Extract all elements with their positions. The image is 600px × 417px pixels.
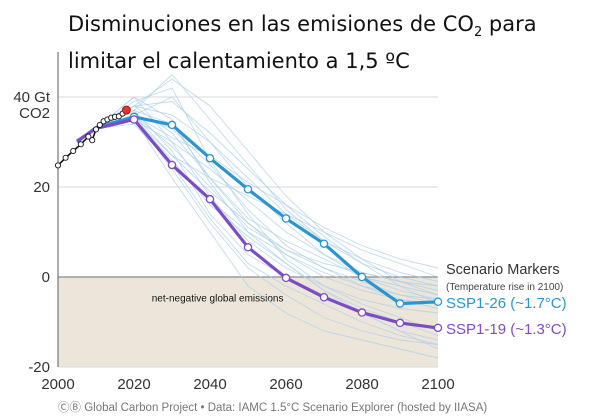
series-point-2 <box>433 323 443 333</box>
x-tick-label: 2040 <box>193 376 226 393</box>
historical-point <box>70 147 77 155</box>
scenario-line <box>95 114 439 305</box>
historical-point <box>77 141 84 148</box>
series-line-1 <box>76 115 439 306</box>
scenario-line <box>95 114 439 291</box>
historical-point <box>54 162 62 169</box>
series-point-1 <box>205 153 215 163</box>
series-point-2 <box>167 160 177 170</box>
historical-point <box>96 121 103 128</box>
chart-title: Disminuciones en las emisiones de CO2 pa… <box>68 10 588 75</box>
y-tick-label: 20 <box>33 179 50 196</box>
net-negative-region <box>58 277 438 367</box>
series-point-1 <box>433 297 443 306</box>
historical-point <box>62 154 69 161</box>
y-tick-label: 40 Gt <box>13 89 51 106</box>
series-point-2 <box>357 308 367 317</box>
x-tick-label: 2000 <box>41 376 74 393</box>
x-tick-label: 2080 <box>345 376 378 393</box>
scenario-line <box>95 114 439 269</box>
series-label-1: SSP1-26 (~1.7°C) <box>446 295 567 312</box>
historical-point <box>85 133 92 140</box>
x-tick-label: 2100 <box>421 376 454 393</box>
title-line2: limitar el calentamiento a 1,5 ºC <box>68 49 410 74</box>
y-unit-label: CO2 <box>19 105 50 122</box>
legend-subtitle: (Temperature rise in 2100) <box>446 282 563 293</box>
series-point-1 <box>281 214 291 223</box>
series-point-2 <box>281 273 291 283</box>
scenario-line <box>95 96 439 341</box>
y-tick-label: -20 <box>28 359 50 376</box>
scenario-line <box>95 118 439 359</box>
scenario-line <box>95 87 439 314</box>
scenario-line <box>95 105 439 282</box>
series-label-2: SSP1-19 (~1.3°C) <box>446 321 567 338</box>
scenario-line <box>95 119 439 278</box>
series-point-1 <box>395 299 405 308</box>
series-point-1 <box>357 272 367 282</box>
series-point-2 <box>129 115 139 124</box>
historical-latest-point <box>121 105 131 115</box>
series-point-1 <box>319 239 329 248</box>
historical-point <box>92 126 100 133</box>
title-line1: Disminuciones en las emisiones de CO2 pa… <box>68 12 537 41</box>
series-point-2 <box>319 292 329 302</box>
series-point-1 <box>167 120 177 130</box>
scenario-line <box>95 78 439 296</box>
footer-credit: ⒸⒷ Global Carbon Project • Data: IAMC 1.… <box>58 402 488 414</box>
series-point-1 <box>243 184 253 194</box>
x-tick-label: 2020 <box>117 376 150 393</box>
historical-point <box>89 137 96 144</box>
y-tick-label: 0 <box>42 269 50 286</box>
series-point-2 <box>395 318 405 328</box>
scenario-line <box>95 110 439 296</box>
legend-title: Scenario Markers <box>446 262 560 278</box>
series-point-2 <box>243 243 253 252</box>
series-point-2 <box>205 194 215 204</box>
x-tick-label: 2060 <box>269 376 302 393</box>
scenario-line <box>95 101 439 305</box>
net-negative-label: net-negative global emissions <box>152 293 284 304</box>
